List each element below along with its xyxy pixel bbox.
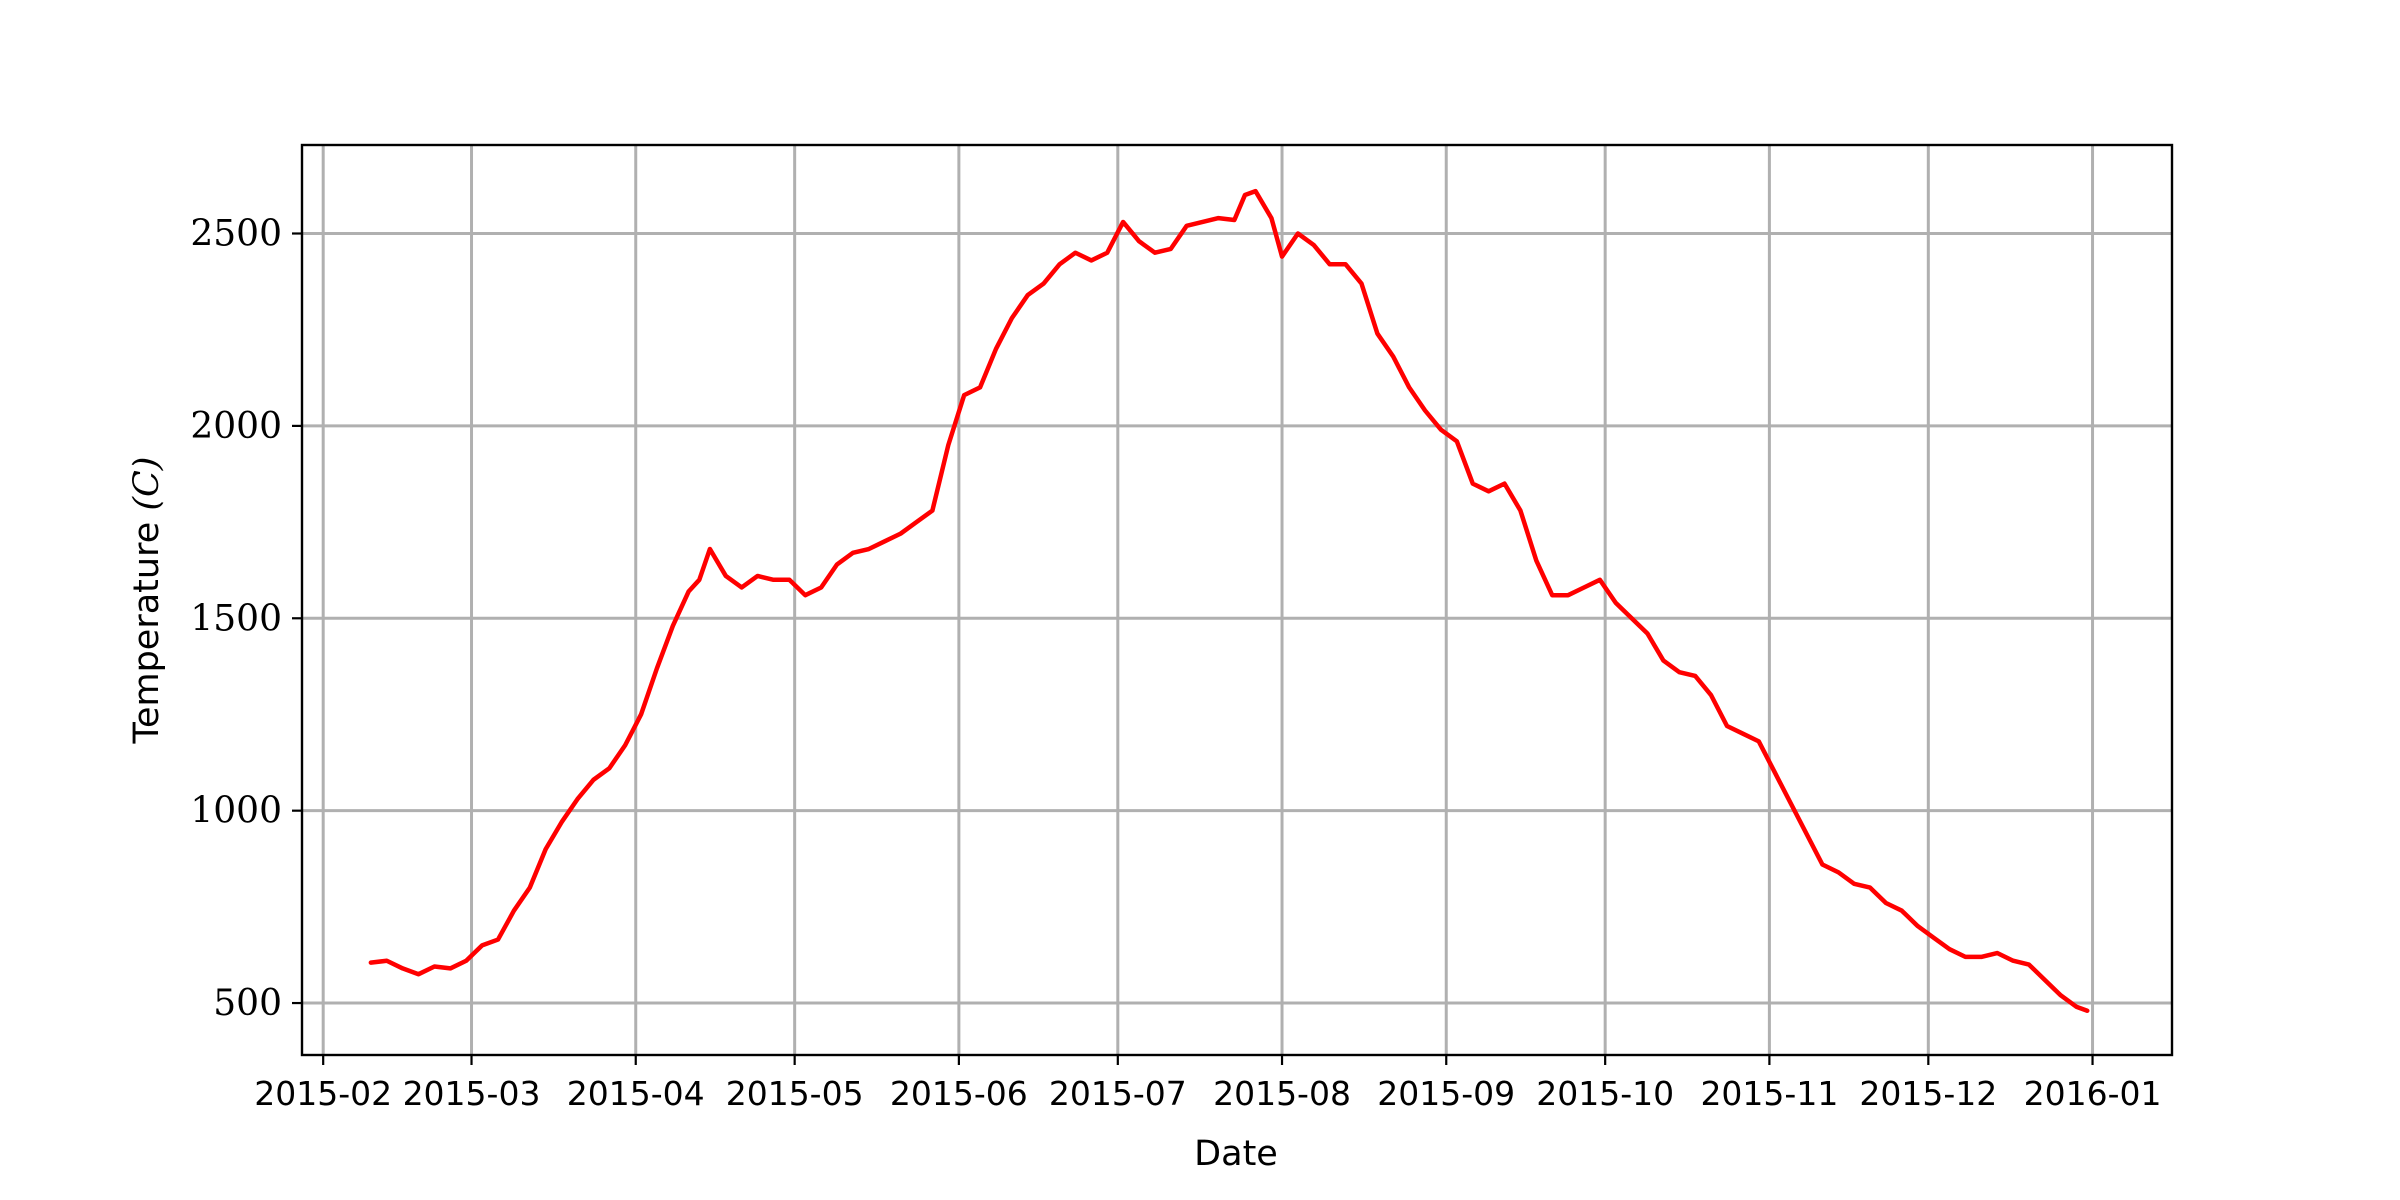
x-tick-label: 2015-07 <box>1049 1074 1187 1113</box>
y-axis-label-unit: (C) <box>127 457 167 511</box>
y-tick-label: 2000 <box>190 406 282 447</box>
temperature-series-line <box>368 188 2090 1013</box>
y-axis-label-text: Temperature <box>127 511 167 745</box>
x-tick-label: 2015-11 <box>1700 1074 1838 1113</box>
y-tick-label: 1000 <box>190 791 282 832</box>
x-tick-label: 2015-05 <box>726 1074 864 1113</box>
x-tick-label: 2016-01 <box>2024 1074 2162 1113</box>
y-tick-label: 2500 <box>190 214 282 255</box>
x-tick-label: 2015-12 <box>1859 1074 1997 1113</box>
series-layer <box>368 188 2090 1013</box>
x-tick-label: 2015-10 <box>1536 1074 1674 1113</box>
x-tick-label: 2015-08 <box>1213 1074 1351 1113</box>
grid <box>302 145 2172 1055</box>
x-axis-label: Date <box>1194 1134 1278 1174</box>
x-tick-label: 2015-03 <box>403 1074 541 1113</box>
x-tick-label: 2015-04 <box>567 1074 705 1113</box>
plot-frame <box>300 143 2174 1057</box>
y-tick-label: 1500 <box>190 598 282 639</box>
x-tick-label: 2015-06 <box>890 1074 1028 1113</box>
x-tick-label: 2015-09 <box>1377 1074 1515 1113</box>
y-axis-label: Temperature (C) <box>127 457 167 745</box>
x-tick-label: 2015-02 <box>254 1074 392 1113</box>
y-tick-label: 500 <box>213 983 282 1024</box>
axis-ticks: 2015-02 2015-03 2015-04 2015-05 2015-06 2015-… <box>190 214 2161 1114</box>
